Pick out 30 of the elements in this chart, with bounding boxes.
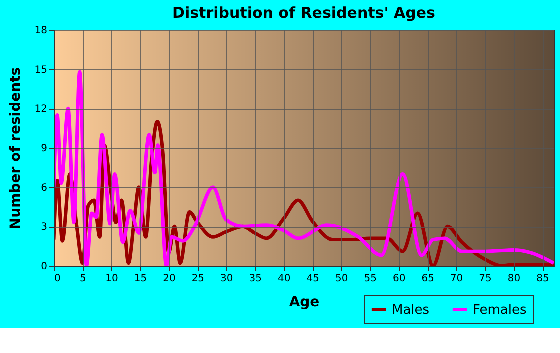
- y-tick-label: 18: [34, 26, 48, 36]
- x-tick-label: 80: [508, 274, 521, 284]
- x-tick-label: 5: [80, 274, 86, 284]
- y-tick-label: 15: [34, 64, 48, 76]
- x-tick-label: 50: [335, 274, 348, 284]
- y-tick-label: 6: [41, 182, 48, 194]
- y-axis-title: Number of residents: [8, 67, 24, 230]
- x-tick-label: 85: [536, 274, 550, 284]
- x-tick-label: 75: [479, 274, 492, 284]
- x-tick-label: 25: [192, 274, 205, 284]
- x-tick-label: 70: [450, 274, 464, 284]
- x-axis-title: Age: [289, 294, 320, 310]
- x-tick-label: 20: [163, 274, 176, 284]
- x-tick-label: 10: [106, 274, 118, 284]
- x-tick-label: 40: [278, 274, 291, 284]
- x-tick-label: 0: [54, 274, 61, 284]
- y-tick-label: 3: [41, 222, 48, 234]
- x-tick-label: 15: [134, 274, 148, 284]
- legend-label: Males: [392, 303, 430, 318]
- chart-title: Distribution of Residents' Ages: [172, 4, 436, 22]
- x-tick-label: 65: [422, 274, 434, 284]
- x-tick-label: 55: [364, 274, 377, 284]
- x-tick-label: 45: [306, 274, 320, 284]
- y-tick-label: 0: [41, 262, 48, 272]
- x-tick-label: 60: [392, 274, 406, 284]
- legend-label: Females: [473, 303, 528, 318]
- y-tick-label: 9: [41, 144, 48, 154]
- x-tick-label: 30: [220, 274, 234, 284]
- y-tick-label: 12: [34, 104, 48, 116]
- x-tick-label: 35: [249, 274, 262, 284]
